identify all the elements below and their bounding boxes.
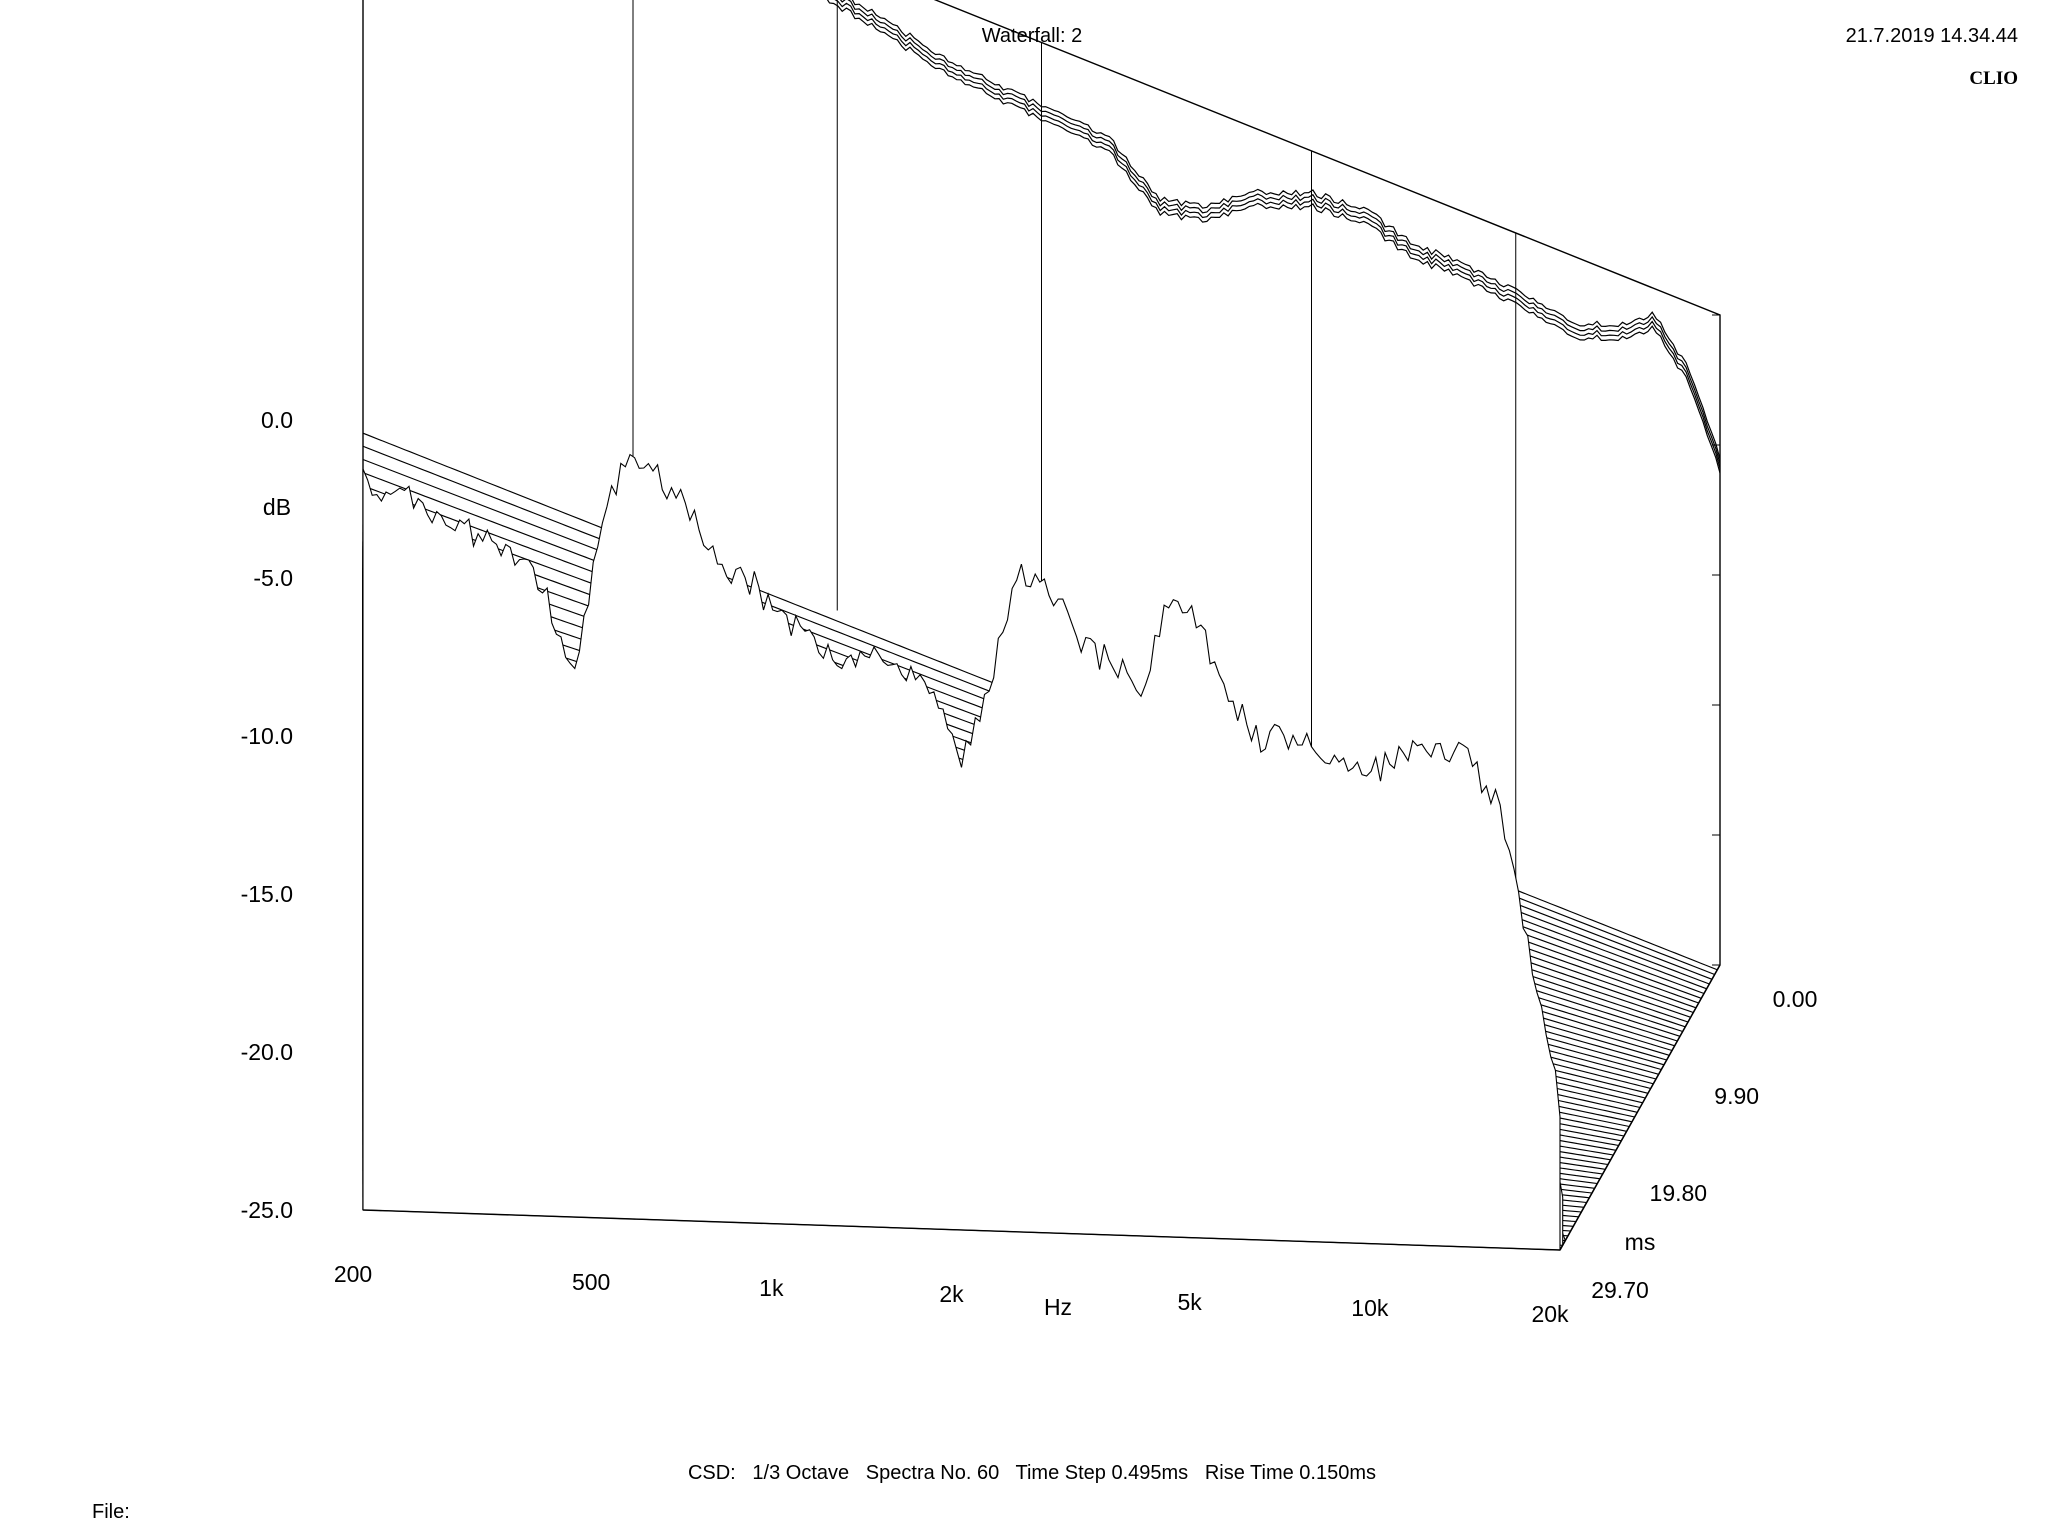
db-axis-label: dB [263,494,291,520]
frequency-tick-label: 2k [939,1281,964,1307]
frequency-axis-label: Hz [1044,1294,1072,1320]
db-tick-label: -25.0 [241,1197,293,1223]
chart-timestamp: 21.7.2019 14.34.44 [1846,25,2018,47]
time-tick-label: 0.00 [1773,986,1818,1012]
time-tick-label: 19.80 [1650,1180,1708,1206]
brand-logo: CLIO [1969,68,2018,89]
back-response-curve [839,0,1721,464]
db-axis: 0.0 -5.0 -10.0 -15.0 -20.0 -25.0 [241,407,293,1223]
measurement-info: CSD: 1/3 Octave Spectra No. 60 Time Step… [688,1462,1376,1484]
db-tick-label: -15.0 [241,881,293,907]
db-tick-label: -20.0 [241,1039,293,1065]
floor-right-edge [1559,964,1721,1251]
time-tick-label: 9.90 [1714,1083,1759,1109]
back-response-curve [826,0,1721,474]
time-axis: 0.00 9.90 19.80 29.70 [1591,986,1817,1303]
frequency-tick-label: 5k [1178,1289,1203,1315]
back-response-curves [826,0,1721,474]
frequency-tick-label: 20k [1531,1301,1569,1327]
file-label: File: [92,1501,130,1523]
floor-front-edge [362,1209,1561,1251]
time-axis-label: ms [1625,1229,1656,1255]
back-response-curve [851,0,1721,460]
db-tick-label: -10.0 [241,723,293,749]
db-tick-label: -5.0 [253,565,293,591]
spectra-curves [362,432,1718,1251]
time-tick-label: 29.70 [1591,1277,1649,1303]
frequency-tick-label: 10k [1351,1295,1389,1321]
frequency-tick-label: 1k [759,1275,784,1301]
frequency-tick-label: 500 [572,1269,610,1295]
spectrum-curve [362,453,1561,1251]
chart-title: Waterfall: 2 [982,25,1082,47]
db-tick-label: 0.0 [261,407,293,433]
frequency-tick-label: 200 [334,1261,372,1287]
frequency-axis: 200 500 1k 2k 5k 10k 20k [334,1261,1569,1327]
back-response-curve [834,0,1721,469]
floor-grid [362,964,1721,1251]
